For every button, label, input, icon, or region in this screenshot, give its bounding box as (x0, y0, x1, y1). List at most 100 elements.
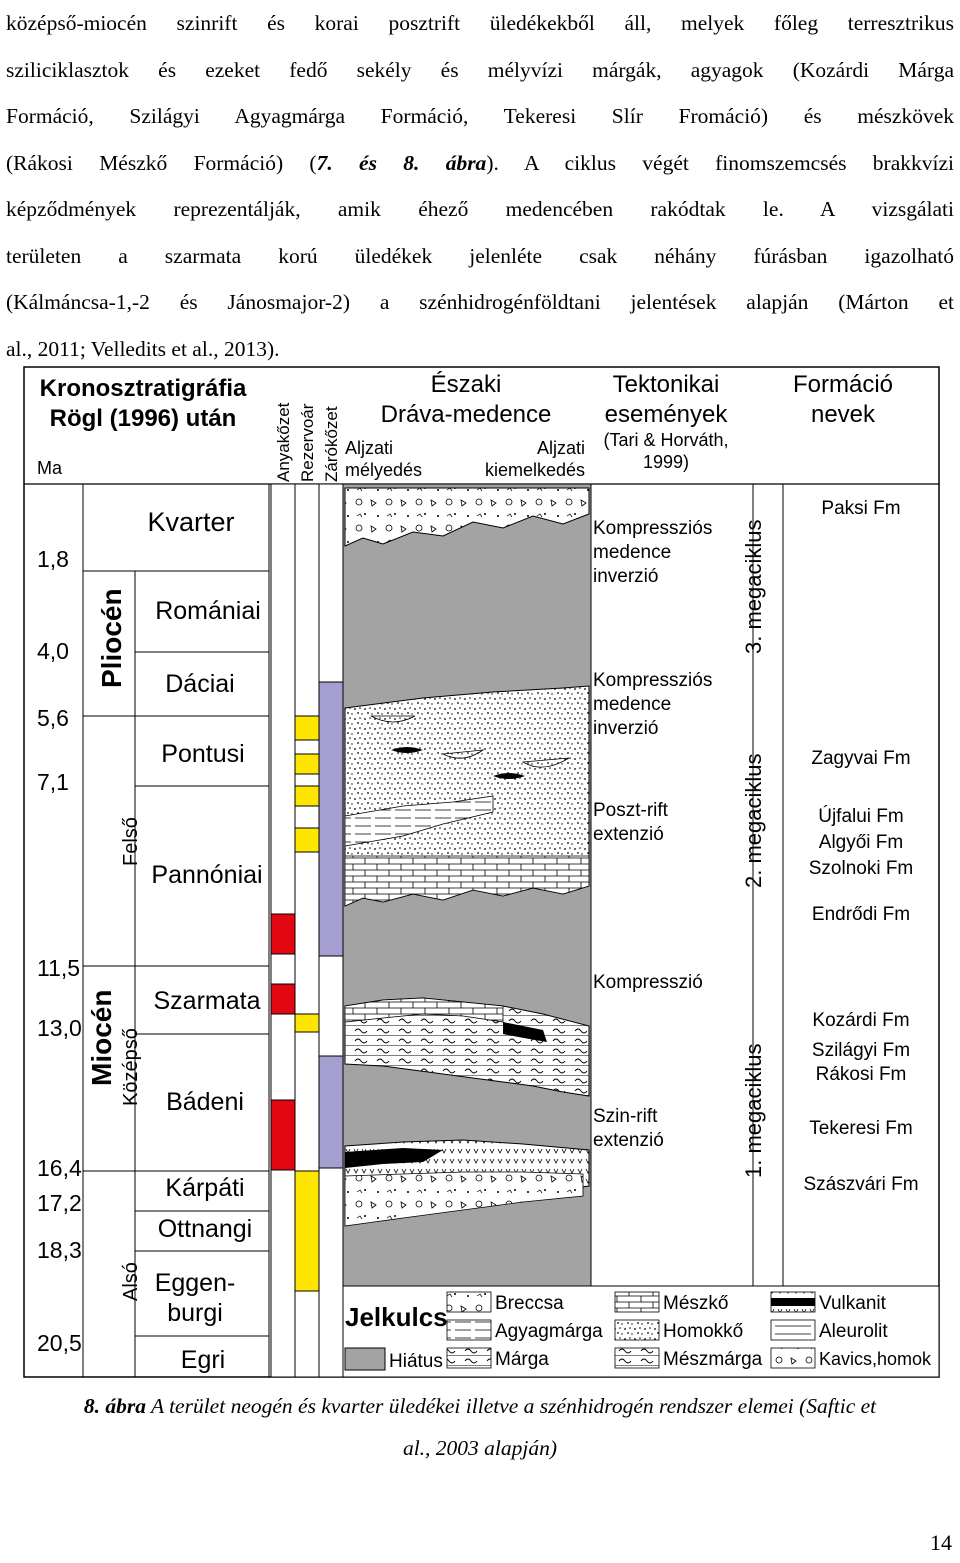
legend-swatch-siltstone (770, 1319, 816, 1341)
legend-label: Agyagmárga (495, 1321, 603, 1342)
petroleum-system-columns (270, 483, 344, 1378)
tectonic-event: medence (593, 694, 671, 715)
age-label: 7,1 (37, 769, 69, 795)
legend-label: Breccsa (495, 1293, 564, 1314)
stage-label: Kvarter (147, 507, 234, 537)
paragraph-line: al., 2011; Velledits et al., 2013). (6, 336, 280, 361)
age-label: 16,4 (37, 1155, 82, 1181)
stage-label: Romániai (155, 597, 261, 625)
stage-labels: Kvarter Romániai Dáciai Pontusi Pannónia… (147, 507, 262, 1374)
legend-label: Kavics,homok (819, 1349, 932, 1369)
channel-lenses (370, 715, 570, 768)
stage-label: Bádeni (166, 1088, 244, 1116)
legend-swatch-marl (446, 1347, 492, 1369)
legend-swatch-sandstone (614, 1319, 660, 1341)
header-source-rock: Anyakőzet (274, 402, 293, 482)
paragraph-line: (Kálmáncsa-1,-2 és Jánosmajor-2) a szénh… (6, 290, 954, 314)
subepoch-upper: Felső (120, 817, 142, 866)
legend-swatch-calc-marl (614, 1347, 660, 1369)
pannonian-base-limestone (344, 855, 590, 907)
header-ma: Ma (37, 458, 63, 478)
tectonic-event: inverzió (593, 718, 658, 739)
formation-name: Paksi Fm (821, 498, 900, 519)
megacycle-3: 3. megaciklus (741, 519, 766, 654)
body-paragraph: középső-miocén szinrift és korai posztri… (6, 0, 954, 372)
tectonic-event: medence (593, 542, 671, 563)
tectonic-event: Kompresszió (593, 972, 703, 993)
paragraph-line: képződmények reprezentálják, amik éhező … (6, 197, 954, 221)
header-tectonic-2: események (605, 401, 729, 428)
legend-title: Jelkulcs (345, 1302, 448, 1332)
paragraph-line: Formáció, Szilágyi Agyagmárga Formáció, … (6, 104, 954, 128)
header-basin-name: Dráva-medence (381, 401, 552, 428)
badenian-volcanics-lens (503, 1022, 547, 1042)
formation-name: Szolnoki Fm (809, 858, 914, 879)
tectonic-event: extenzió (593, 1130, 664, 1151)
header-chronostratigraphy: Kronosztratigráfia (40, 375, 247, 402)
epoch-pliocene: Pliocén (96, 588, 127, 688)
age-label: 17,2 (37, 1190, 82, 1216)
header-reservoir: Rezervoár (298, 403, 317, 482)
stage-label: Dáciai (165, 670, 234, 698)
header-tectonic-ref-year: 1999) (643, 452, 689, 472)
header-seal: Zárókőzet (322, 406, 341, 482)
age-label: 5,6 (37, 705, 69, 731)
legend-swatch-gravel-sand (770, 1347, 816, 1369)
legend-label: Mészmárga (663, 1349, 763, 1370)
header-formation-2: nevek (811, 401, 876, 428)
tectonic-event: inverzió (593, 566, 658, 587)
legend-swatch-volcanite-band (771, 1298, 815, 1306)
age-labels: 1,8 4,0 5,6 7,1 11,5 13,0 16,4 17,2 18,3… (37, 546, 82, 1356)
stage-label: Pontusi (161, 740, 244, 768)
paragraph-line-tail: ). A ciklus végét finomszemcsés brakkvíz… (486, 150, 955, 175)
paragraph-line-ref: (Rákosi Mészkő Formáció) (7. és 8. ábra)… (6, 140, 954, 187)
stage-label: burgi (167, 1299, 223, 1327)
header-uplift-1: Aljzati (537, 438, 585, 458)
subepoch-middle: Középső (120, 1028, 142, 1106)
figure-caption: 8. ábra A terület neogén és kvarter üled… (0, 1386, 960, 1426)
tectonic-events: Kompressziós medence inverzió Kompresszi… (593, 518, 712, 1151)
epoch-miocene: Miocén (86, 990, 117, 1086)
tectonic-event: Szin-rift (593, 1106, 658, 1127)
formation-name: Rákosi Fm (816, 1064, 907, 1085)
pannonian-clay-tongue (344, 795, 494, 847)
stage-label: Eggen- (155, 1269, 236, 1297)
hiatus-area (342, 483, 592, 1378)
age-label: 11,5 (37, 955, 80, 981)
age-label: 18,3 (37, 1237, 82, 1263)
header-depression-1: Aljzati (345, 438, 393, 458)
formation-name: Kozárdi Fm (812, 1010, 909, 1031)
coal-lenses (391, 747, 525, 779)
age-label: 4,0 (37, 638, 69, 664)
legend-swatch-clay-marl (446, 1319, 492, 1341)
formation-name: Szilágyi Fm (812, 1040, 910, 1061)
stage-label: Egri (181, 1346, 225, 1374)
caption-text: A terület neogén és kvarter üledékei ill… (145, 1394, 877, 1418)
basin-lithology-panel (342, 483, 592, 1378)
header-depression-2: mélyedés (345, 460, 422, 480)
figure-reference: 7. és 8. ábra (316, 150, 487, 175)
paragraph-line: sziliciklasztok és ezeket fedő sekély és… (6, 57, 954, 82)
legend: Jelkulcs Hiátus Breccsa Agyagmárga Márga… (342, 1285, 940, 1378)
formation-name: Zagyvai Fm (811, 748, 910, 769)
age-label: 1,8 (37, 546, 69, 572)
legend-label: Aleurolit (819, 1321, 888, 1342)
legend-swatch-siltstone-lines (775, 1325, 811, 1335)
header-chronostratigraphy-ref: Rögl (1996) után (50, 405, 237, 432)
legend-label-hiatus: Hiátus (389, 1351, 443, 1372)
legend-label: Vulkanit (819, 1293, 887, 1314)
header-basin: Északi (431, 371, 502, 398)
paragraph-line-head: (Rákosi Mészkő Formáció) ( (6, 150, 317, 175)
formation-name: Endrődi Fm (812, 904, 910, 925)
tectonic-event: extenzió (593, 824, 664, 845)
header-uplift-2: kiemelkedés (485, 460, 585, 480)
megacycle-2: 2. megaciklus (741, 753, 766, 888)
tectonic-event: Kompressziós (593, 518, 712, 539)
figure-caption-line2: al., 2003 alapján) (402, 1436, 558, 1460)
karpatian-breccia (344, 1171, 584, 1227)
formation-name: Tekeresi Fm (809, 1118, 912, 1139)
header-tectonic-ref: (Tari & Horváth, (603, 430, 728, 450)
formation-name: Szászvári Fm (803, 1174, 918, 1195)
megacycle-1: 1. megaciklus (741, 1043, 766, 1178)
quaternary-breccia (344, 487, 590, 547)
